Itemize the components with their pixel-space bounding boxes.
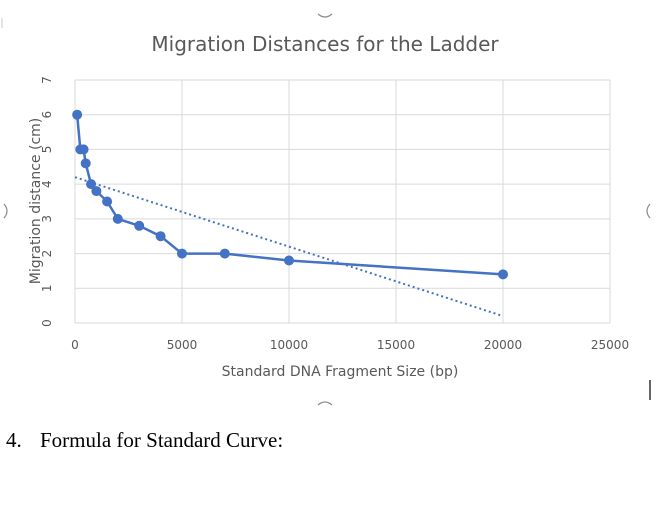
data-point (155, 231, 166, 242)
y-tick-label: 3 (40, 215, 54, 223)
y-tick-label: 2 (40, 250, 54, 258)
y-tick-label: 5 (40, 146, 54, 154)
right-resize-handle[interactable] (646, 203, 651, 219)
data-point (112, 213, 123, 224)
left-resize-handle[interactable] (3, 203, 8, 219)
series-layer (72, 109, 508, 280)
x-tick-label: 15000 (377, 338, 415, 352)
chart-title: Migration Distances for the Ladder (151, 32, 499, 56)
data-point (134, 220, 145, 231)
x-tick-label: 0 (71, 338, 79, 352)
data-point (284, 255, 294, 266)
x-tick-label: 5000 (167, 338, 198, 352)
top-resize-handle[interactable] (317, 13, 333, 18)
data-point (86, 179, 97, 190)
grid-lines (74, 79, 611, 324)
data-point (72, 109, 83, 120)
y-tick-label: 4 (40, 180, 54, 188)
data-point (91, 186, 102, 197)
data-point (102, 196, 113, 207)
list-item-text: Formula for Standard Curve: (40, 428, 284, 452)
data-point (219, 248, 230, 259)
x-tick-label: 10000 (270, 338, 308, 352)
data-point (177, 248, 187, 259)
data-point (78, 144, 89, 155)
y-axis-ticks: 0 1 2 3 4 5 6 7 (40, 76, 54, 327)
x-axis-title: Standard DNA Fragment Size (bp) (222, 364, 459, 380)
x-axis-ticks: 0 5000 10000 15000 20000 25000 (71, 338, 629, 352)
y-tick-label: 7 (40, 76, 54, 84)
data-point (80, 158, 91, 169)
y-axis-title: Migration distance (cm) (28, 118, 44, 285)
y-tick-label: 1 (40, 284, 54, 292)
chart-canvas: Migration Distances for the Ladder 0 1 2 3 4… (1, 13, 651, 406)
list-item-number: 4. (6, 428, 22, 452)
document-list-item: 4. Formula for Standard Curve: (6, 428, 283, 453)
x-tick-label: 20000 (484, 338, 522, 352)
y-tick-label: 6 (40, 111, 54, 119)
series-line (75, 114, 504, 276)
x-tick-label: 25000 (591, 338, 629, 352)
data-point (498, 269, 508, 280)
chart-area[interactable]: Migration Distances for the Ladder 0 1 2 3 4… (0, 0, 670, 410)
y-tick-label: 0 (40, 319, 54, 327)
bottom-resize-handle[interactable] (317, 401, 333, 406)
